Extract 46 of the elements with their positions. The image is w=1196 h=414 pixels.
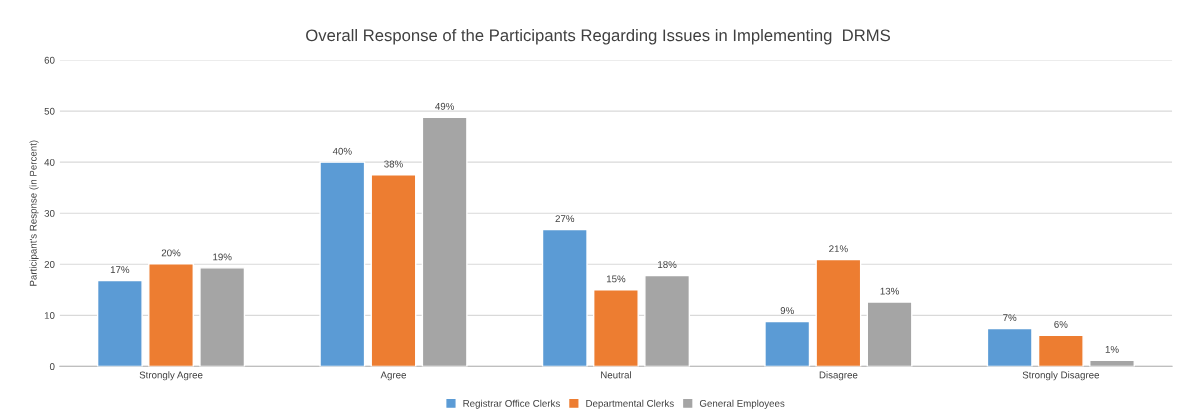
chart-title: Overall Response of the Participants Regarding Issues in Implementing DRMS [306, 28, 890, 45]
data-label: 6% [1054, 320, 1068, 328]
x-tick-label: Disagree [819, 371, 858, 381]
data-label: 9% [780, 307, 794, 314]
data-label: 49% [435, 102, 455, 110]
y-tick-label: 60 [44, 56, 55, 64]
bar [764, 320, 811, 367]
data-label: 7% [1003, 314, 1017, 322]
y-tick-label: 50 [44, 107, 55, 115]
data-label: 1% [1105, 345, 1119, 353]
x-tick-label: Strongly Agree [139, 371, 203, 381]
bar [96, 279, 143, 367]
legend-label: Registrar Office Clerks [463, 399, 560, 409]
bar [1037, 334, 1084, 367]
bar [199, 267, 246, 367]
y-tick-label: 20 [44, 261, 55, 268]
bar [986, 327, 1033, 367]
data-label: 13% [880, 287, 899, 295]
x-tick-label: Neutral [601, 371, 631, 379]
data-label: 17% [110, 266, 130, 274]
bar [866, 301, 913, 367]
bar [815, 258, 862, 367]
data-label: 18% [658, 261, 677, 269]
legend-label: Departmental Clerks [586, 399, 674, 409]
x-tick-label: Agree [380, 371, 407, 381]
x-tick-label: Strongly Disagree [1022, 371, 1100, 381]
bar [370, 174, 417, 367]
bar [592, 289, 639, 367]
data-label: 15% [606, 275, 626, 283]
y-axis-title: Participant's Respnse (in Percent) [29, 140, 39, 286]
bar [421, 116, 468, 367]
bar [644, 274, 691, 367]
y-tick-label: 10 [44, 312, 55, 319]
data-label: 21% [829, 245, 848, 253]
bar [148, 263, 194, 367]
y-tick-label: 0 [49, 363, 55, 371]
data-label: 40% [332, 147, 352, 155]
y-tick-label: 40 [44, 158, 55, 166]
legend-label: General Employees [699, 399, 785, 409]
bar [541, 228, 588, 367]
data-label: 38% [384, 160, 403, 168]
y-tick-label: 30 [44, 209, 55, 217]
data-label: 19% [213, 253, 232, 261]
data-label: 27% [555, 215, 575, 223]
bar [319, 161, 366, 367]
data-label: 20% [161, 249, 181, 257]
